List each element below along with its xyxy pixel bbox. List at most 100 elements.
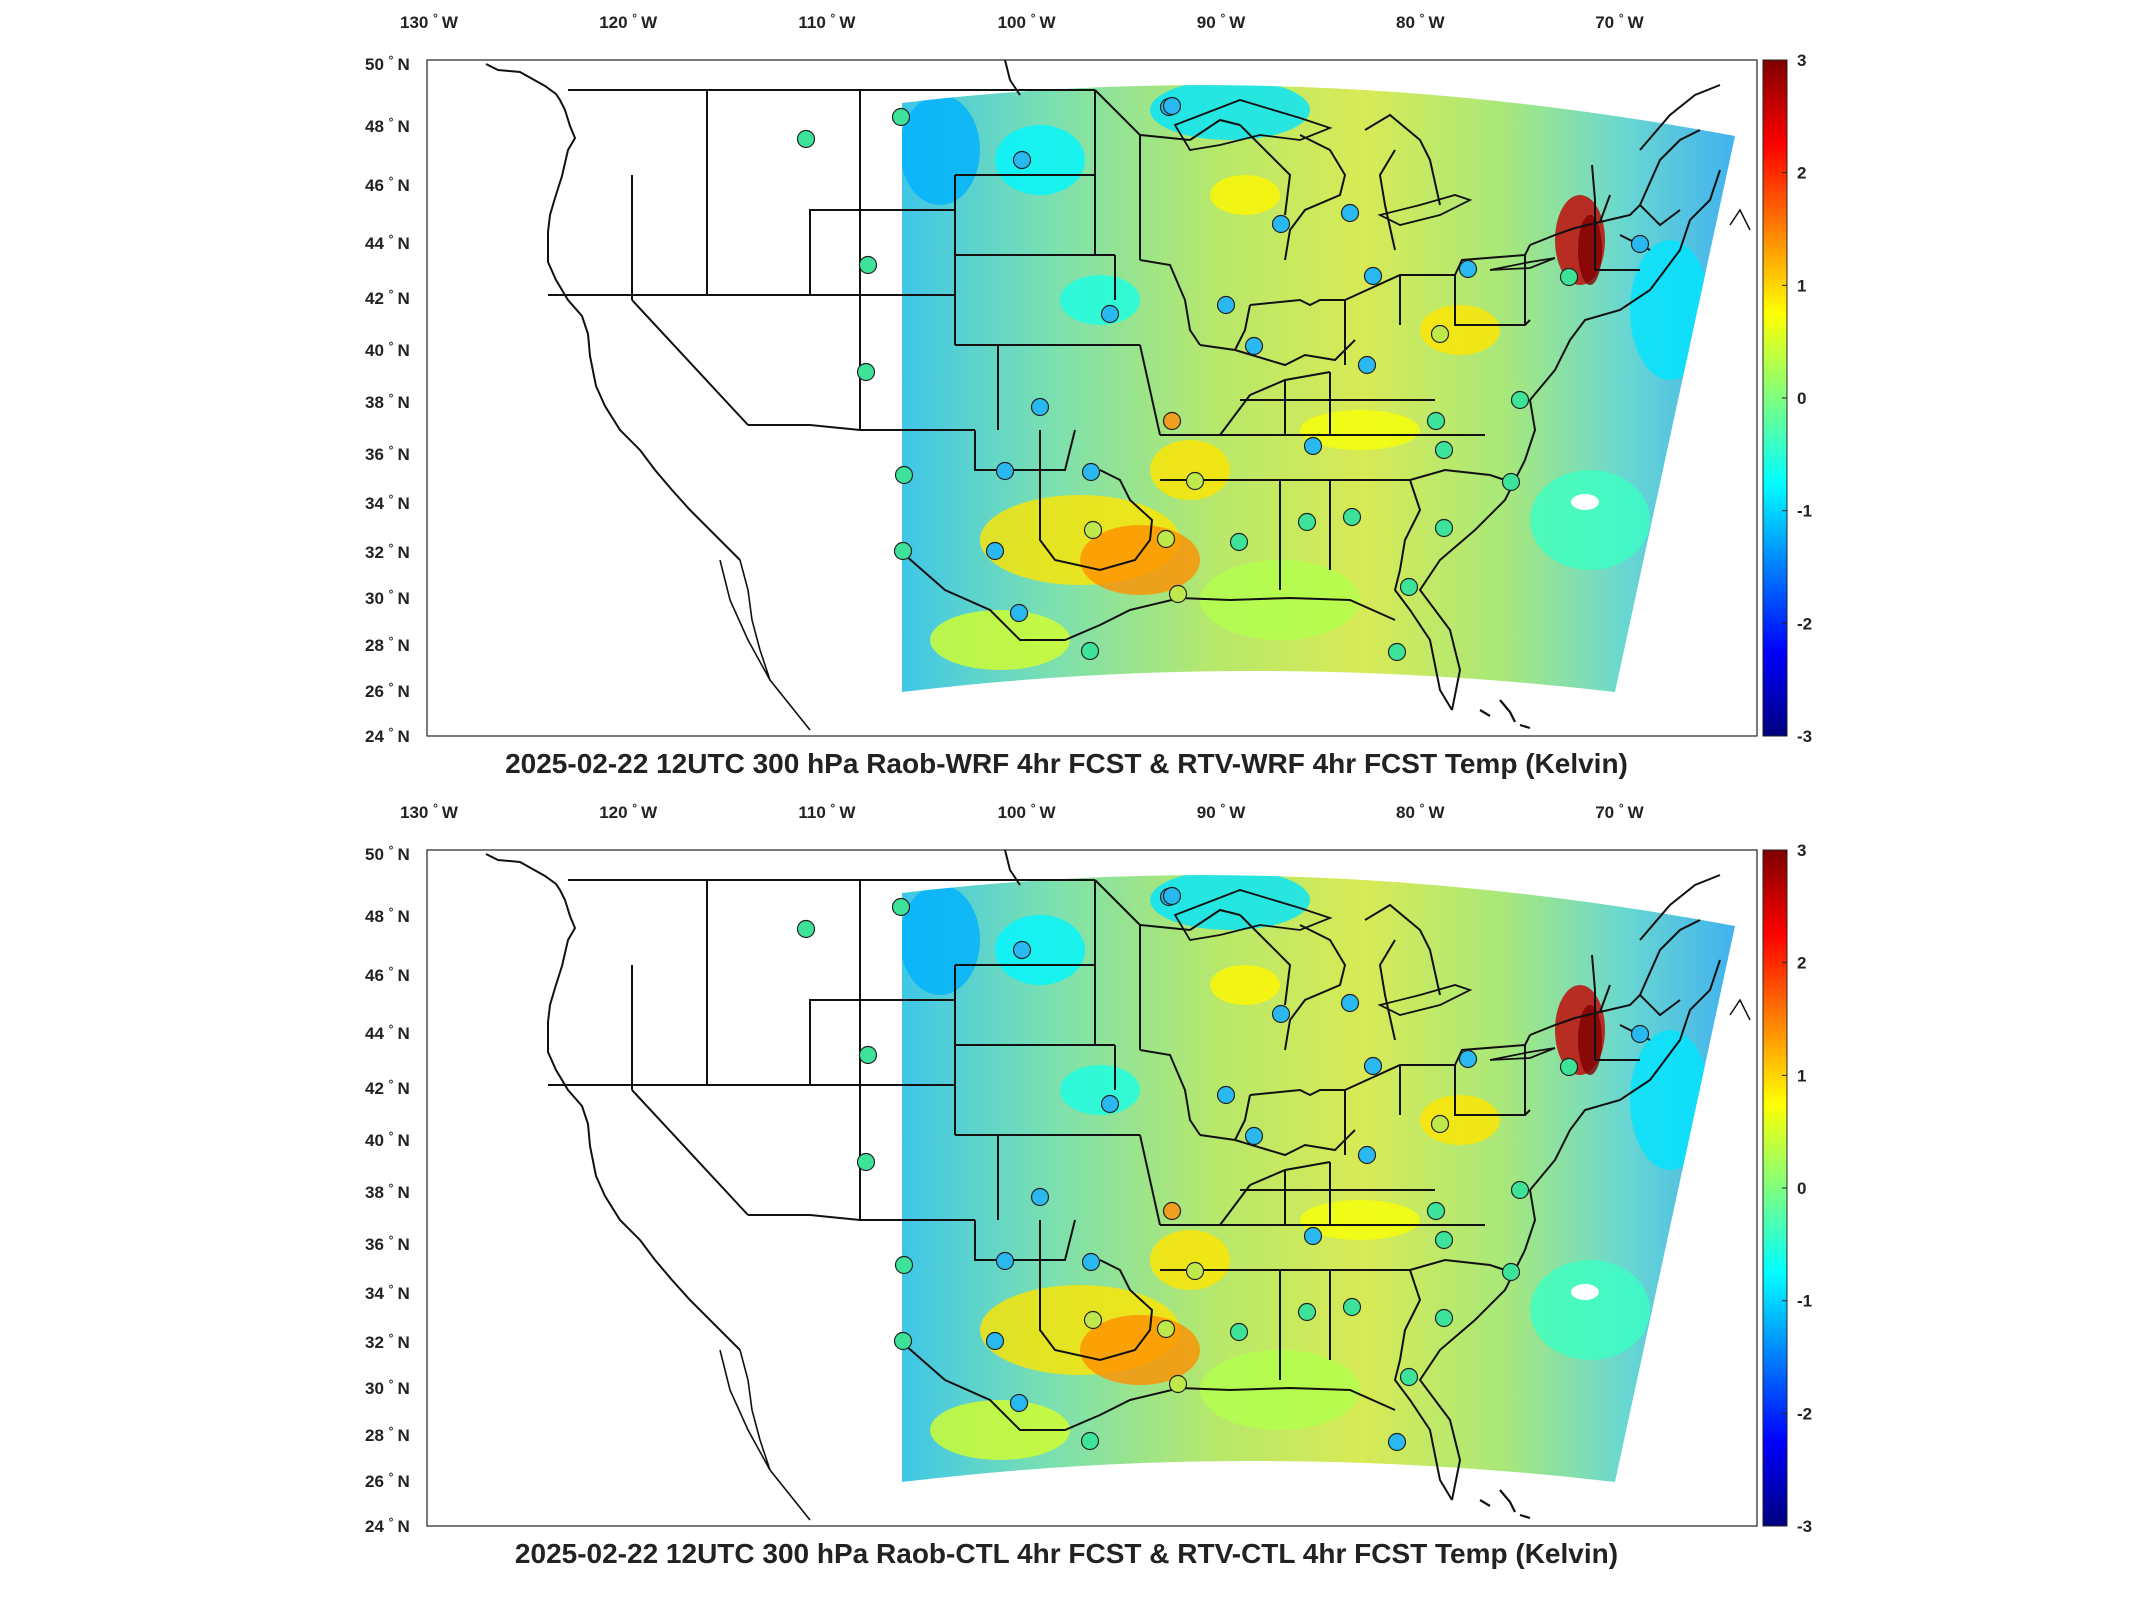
station-marker [1630, 234, 1650, 254]
lat-tick-label: 40 ° N [365, 339, 410, 360]
station-marker [1168, 584, 1188, 604]
station-marker [1297, 512, 1317, 532]
station-marker [1387, 1432, 1407, 1452]
colorbar-tick-label: 2 [1797, 954, 1806, 973]
lat-tick-label: 38 ° N [365, 1181, 410, 1202]
lat-tick-label: 28 ° N [365, 634, 410, 655]
lat-tick-label: 50 ° N [365, 53, 410, 74]
station-marker [1162, 1201, 1182, 1221]
station-marker [1162, 96, 1182, 116]
station-marker [1559, 267, 1579, 287]
station-marker [891, 107, 911, 127]
station-marker [1342, 1297, 1362, 1317]
station-marker [1083, 520, 1103, 540]
lat-tick-label: 32 ° N [365, 541, 410, 562]
station-marker [1430, 324, 1450, 344]
lat-tick-label: 46 ° N [365, 174, 410, 195]
lon-tick-label: 90 ° W [1197, 11, 1246, 32]
lon-tick-label: 90 ° W [1197, 801, 1246, 822]
station-marker [1340, 203, 1360, 223]
colorbar-tick-label: 3 [1797, 51, 1806, 70]
station-marker [1100, 1094, 1120, 1114]
lat-tick-label: 48 ° N [365, 905, 410, 926]
colorbar-tick-label: -3 [1797, 727, 1812, 746]
station-marker [1009, 603, 1029, 623]
station-marker [1342, 507, 1362, 527]
panel-2-title: 2025-02-22 12UTC 300 hPa Raob-CTL 4hr FC… [514, 1538, 1619, 1569]
map-panel-2: 130 ° W 120 ° W 110 ° W 100 ° W 90 ° W 80 ° W 70 ° W 5… [0, 790, 2133, 1580]
station-marker [1080, 1431, 1100, 1451]
lon-tick-label: 70 ° W [1595, 11, 1644, 32]
colorbar-tick-label: -1 [1797, 502, 1812, 521]
station-marker [858, 1045, 878, 1065]
station-marker [1501, 1262, 1521, 1282]
colorbar-tick-label: 1 [1797, 276, 1806, 295]
station-marker [1363, 1056, 1383, 1076]
station-marker [1216, 1085, 1236, 1105]
station-marker [856, 1152, 876, 1172]
station-marker [1162, 411, 1182, 431]
state-boundaries [485, 849, 1751, 1521]
station-marker [1510, 1180, 1530, 1200]
station-marker [1185, 1261, 1205, 1281]
colorbar-tick-label: 0 [1797, 1179, 1806, 1198]
colorbar-tick-label: -2 [1797, 614, 1812, 633]
station-marker [1271, 1004, 1291, 1024]
lat-tick-label: 32 ° N [365, 1331, 410, 1352]
station-marker [985, 541, 1005, 561]
station-marker [1458, 1049, 1478, 1069]
lon-tick-label: 120 ° W [599, 801, 658, 822]
lat-tick-label: 48 ° N [365, 115, 410, 136]
temperature-difference-field [902, 85, 1735, 693]
station-marker [1630, 1024, 1650, 1044]
station-marker [1162, 886, 1182, 906]
station-marker [1387, 642, 1407, 662]
lat-tick-label: 24 ° N [365, 1515, 410, 1536]
station-marker [1434, 1308, 1454, 1328]
station-marker [893, 541, 913, 561]
station-marker [1271, 214, 1291, 234]
station-marker [796, 919, 816, 939]
station-marker [1081, 1252, 1101, 1272]
station-marker [1559, 1057, 1579, 1077]
station-marker [1434, 518, 1454, 538]
panel-1-title: 2025-02-22 12UTC 300 hPa Raob-WRF 4hr FC… [505, 748, 1628, 779]
lat-tick-label: 30 ° N [365, 1377, 410, 1398]
station-marker [1399, 577, 1419, 597]
station-marker [1244, 336, 1264, 356]
colorbar-tick-label: -3 [1797, 1517, 1812, 1536]
station-marker [1426, 411, 1446, 431]
station-marker [1458, 259, 1478, 279]
lat-tick-label: 34 ° N [365, 492, 410, 513]
station-marker [893, 1331, 913, 1351]
lat-tick-label: 36 ° N [365, 443, 410, 464]
lat-tick-label: 38 ° N [365, 391, 410, 412]
station-marker [1363, 266, 1383, 286]
station-marker [1185, 471, 1205, 491]
station-marker [1229, 532, 1249, 552]
lat-tick-label: 26 ° N [365, 1470, 410, 1491]
station-marker [796, 129, 816, 149]
station-marker [1357, 355, 1377, 375]
station-marker [1168, 1374, 1188, 1394]
state-boundaries [485, 59, 1751, 731]
station-marker [1081, 462, 1101, 482]
station-marker [1297, 1302, 1317, 1322]
lon-tick-label: 80 ° W [1396, 11, 1445, 32]
lon-tick-label: 100 ° W [998, 11, 1057, 32]
lat-tick-label: 42 ° N [365, 1077, 410, 1098]
lon-tick-label: 110 ° W [798, 11, 856, 32]
map-panel-2-svg: 130 ° W 120 ° W 110 ° W 100 ° W 90 ° W 80 ° W 70 ° W 5… [365, 801, 1812, 1536]
colorbar-tick-label: 1 [1797, 1066, 1806, 1085]
lon-tick-label: 130 ° W [400, 801, 459, 822]
station-marker [1430, 1114, 1450, 1134]
station-marker [1012, 150, 1032, 170]
temperature-difference-field [902, 875, 1735, 1483]
lat-tick-label: 50 ° N [365, 843, 410, 864]
colorbar-tick-label: 2 [1797, 164, 1806, 183]
station-marker [1030, 1187, 1050, 1207]
station-marker [1303, 1226, 1323, 1246]
station-marker [1303, 436, 1323, 456]
lat-tick-label: 44 ° N [365, 232, 410, 253]
raob-stations [796, 96, 1650, 662]
